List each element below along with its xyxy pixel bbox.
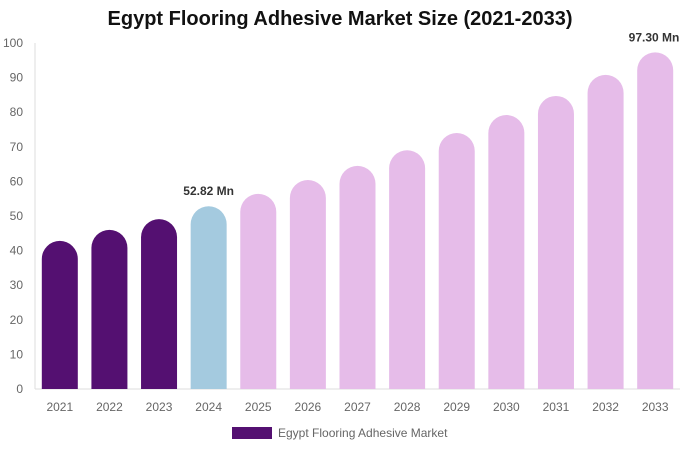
x-tick-label: 2024 (195, 400, 222, 414)
bar-2026 (289, 180, 326, 389)
x-tick-label: 2033 (642, 400, 669, 414)
bar-2028 (389, 150, 426, 389)
y-tick-label: 0 (16, 382, 23, 396)
x-tick-label: 2021 (46, 400, 73, 414)
legend: Egypt Flooring Adhesive Market (232, 426, 447, 440)
bar-2024 (190, 206, 227, 389)
bar-2033 (637, 52, 674, 389)
x-tick-label: 2029 (443, 400, 470, 414)
y-tick-label: 30 (10, 278, 24, 292)
bar-2025 (240, 193, 277, 389)
bar-2027 (339, 165, 376, 389)
bar-2030 (488, 114, 525, 389)
x-tick-label: 2023 (146, 400, 173, 414)
y-tick-label: 60 (10, 174, 24, 188)
x-tick-label: 2022 (96, 400, 123, 414)
x-tick-label: 2026 (295, 400, 322, 414)
bar-2021 (41, 240, 78, 389)
y-tick-label: 80 (10, 105, 24, 119)
x-tick-label: 2028 (394, 400, 421, 414)
y-tick-label: 100 (3, 36, 23, 50)
data-label: 52.82 Mn (183, 184, 234, 198)
y-tick-label: 90 (10, 71, 24, 85)
x-tick-label: 2032 (592, 400, 619, 414)
y-tick-label: 20 (10, 313, 24, 327)
chart-title: Egypt Flooring Adhesive Market Size (202… (107, 8, 573, 30)
bar-2029 (438, 132, 475, 389)
legend-label: Egypt Flooring Adhesive Market (278, 426, 448, 440)
data-label: 97.30 Mn (629, 30, 680, 44)
y-tick-label: 40 (10, 244, 24, 258)
x-tick-label: 2025 (245, 400, 272, 414)
bar-2032 (587, 74, 624, 389)
bar-2023 (141, 219, 178, 389)
y-tick-label: 70 (10, 140, 24, 154)
bar-2031 (537, 95, 574, 390)
x-tick-label: 2030 (493, 400, 520, 414)
legend-swatch (232, 427, 272, 439)
bar-2022 (91, 229, 128, 389)
y-tick-label: 50 (10, 209, 24, 223)
x-tick-label: 2031 (543, 400, 570, 414)
x-tick-label: 2027 (344, 400, 371, 414)
y-tick-label: 10 (10, 347, 24, 361)
